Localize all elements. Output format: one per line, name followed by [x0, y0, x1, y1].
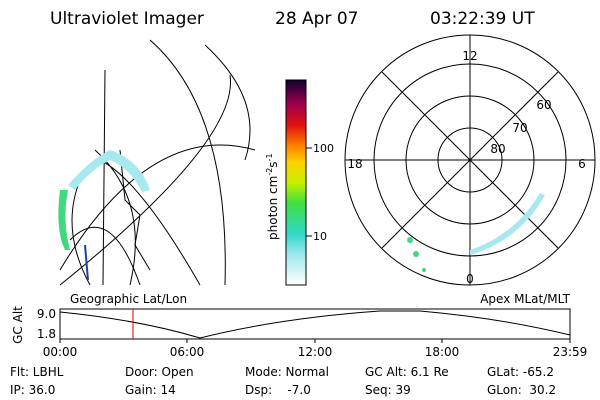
projection-label: Geographic Lat/Lon [70, 292, 187, 306]
lat-label: 70 [512, 121, 527, 135]
altitude-xtick-label: 12:00 [298, 345, 333, 359]
info-field: Gain: 14 [125, 383, 176, 397]
info-field: Dsp: -7.0 [245, 383, 311, 397]
colorbar-tick-label: 100 [313, 142, 334, 155]
time: 03:22:39 UT [430, 9, 535, 29]
mlt-label: 6 [578, 157, 586, 171]
date: 28 Apr 07 [275, 9, 358, 29]
altitude-curve [59, 310, 571, 339]
info-field: Flt: LBHL [10, 365, 64, 379]
altitude-frame [59, 308, 571, 340]
geo-map [58, 39, 256, 286]
info-field: GLat: -65.2 [487, 365, 554, 379]
info-field: GC Alt: 6.1 Re [365, 365, 449, 379]
colorbar [285, 79, 307, 286]
info-field: GLon: 30.2 [487, 383, 556, 397]
altitude-xtick-label: 18:00 [425, 345, 460, 359]
altitude-xtick-label: 06:00 [170, 345, 205, 359]
info-field: Seq: 39 [365, 383, 411, 397]
mlt-label: 12 [462, 49, 477, 63]
altitude-ytick: 9.0 [37, 307, 56, 321]
info-field: Mode: Normal [245, 365, 329, 379]
lat-label: 60 [536, 98, 551, 112]
title: Ultraviolet Imager [50, 9, 204, 29]
info-field: Door: Open [125, 365, 194, 379]
altitude-xtick-label: 00:00 [43, 345, 78, 359]
altitude-ytick: 1.8 [37, 327, 56, 341]
projection-label: Apex MLat/MLT [480, 292, 570, 306]
lat-label: 80 [490, 142, 505, 156]
colorbar-label: photon cm-2s-1 [265, 153, 280, 240]
mlt-label: 0 [466, 272, 474, 286]
info-field: IP: 36.0 [10, 383, 55, 397]
altitude-xtick-label: 23:59 [553, 345, 588, 359]
mlt-label: 18 [347, 157, 362, 171]
colorbar-tick-label: 10 [313, 230, 327, 243]
polar-plot [344, 34, 596, 286]
altitude-ylabel: GC Alt [11, 306, 25, 344]
